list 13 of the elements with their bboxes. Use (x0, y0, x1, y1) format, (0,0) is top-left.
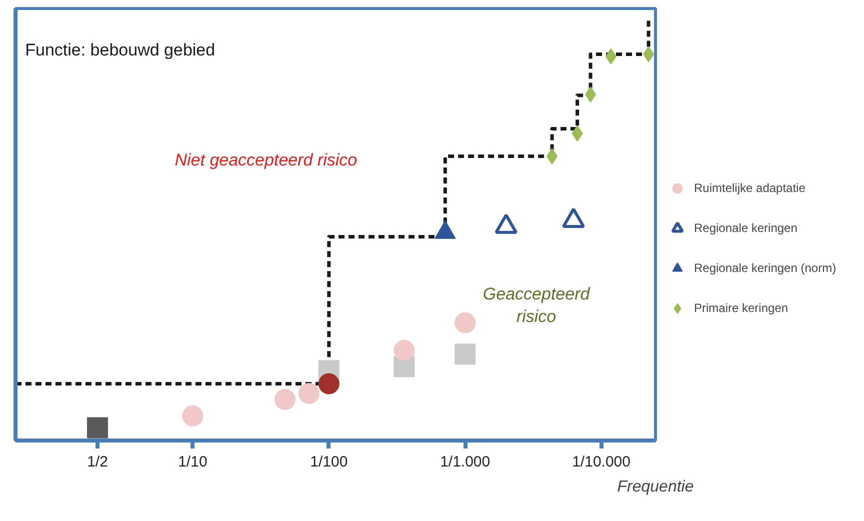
annotation: Niet geaccepteerd risico (174, 150, 358, 170)
annotation: Geaccepteerd risico (482, 284, 590, 326)
annotation: Functie: bebouwd gebied (25, 40, 216, 60)
x-tick-label: 1/2 (87, 454, 108, 470)
x-axis-title: Frequentie (617, 478, 694, 496)
legend-label: Regionale keringen (694, 221, 798, 235)
legend-label: Regionale keringen (norm) (694, 261, 836, 275)
x-tick-label: 1/1.000 (440, 454, 490, 470)
x-tick-label: 1/10.000 (572, 454, 630, 470)
legend-label: Primaire keringen (694, 301, 788, 315)
legend-label: Ruimtelijke adaptatie (694, 181, 806, 195)
x-tick-label: 1/10 (178, 454, 208, 470)
x-tick-label: 1/100 (310, 454, 348, 470)
